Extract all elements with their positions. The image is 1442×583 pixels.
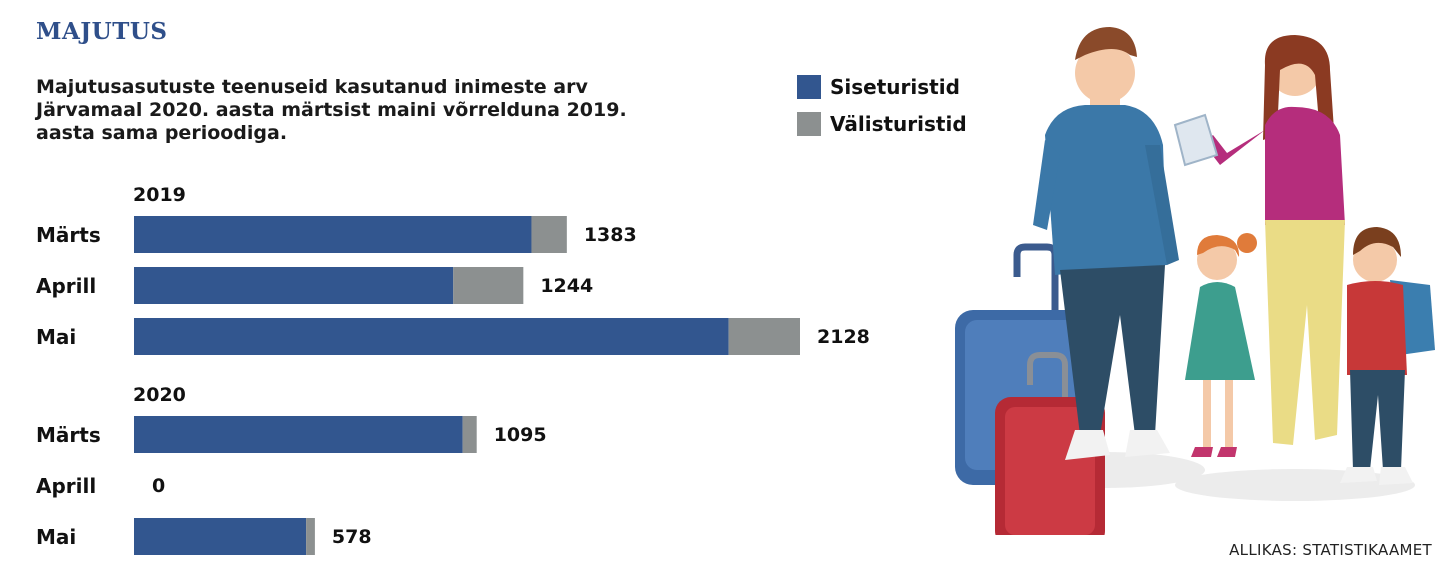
bar-segment-siseturistid [134,318,729,355]
legend-item-siseturistid: Siseturistid [797,74,967,100]
bar-segment-siseturistid [134,216,532,253]
category-label: Mai [36,325,76,349]
value-label: 1095 [494,424,547,446]
category-label: Märts [36,423,101,447]
group-label: 2020 [133,384,186,406]
bar-segment-valisturistid [728,318,800,355]
bar-segment-valisturistid [531,216,567,253]
bar-segment-siseturistid [134,518,307,555]
group-label: 2019 [133,184,186,206]
legend: Siseturistid Välisturistid [797,74,967,148]
value-label: 1383 [584,224,637,246]
legend-item-valisturistid: Välisturistid [797,111,967,137]
value-label: 578 [332,526,372,548]
page-title: MAJUTUS [36,18,168,45]
source-note: ALLIKAS: STATISTIKAAMET [1229,541,1432,559]
bar-segment-valisturistid [306,518,315,555]
legend-label: Siseturistid [830,75,960,99]
bar-segment-valisturistid [462,416,477,453]
value-label: 2128 [817,326,870,348]
bar-chart: 2019 Märts 1383 Aprill 1244 Mai 2128 2020 Märts 1… [36,184,870,555]
category-label: Mai [36,525,76,549]
bar-segment-siseturistid [134,416,463,453]
chart-title: Majutusasutuste teenuseid kasutanud inim… [36,76,627,144]
family-travel-illustration-icon [955,27,1435,535]
category-label: Märts [36,223,101,247]
category-label: Aprill [36,274,96,298]
bar-segment-siseturistid [134,267,454,304]
legend-swatch-valisturistid [797,112,821,136]
category-label: Aprill [36,474,96,498]
bar-segment-valisturistid [453,267,524,304]
value-label: 0 [152,475,165,497]
legend-label: Välisturistid [830,112,967,136]
value-label: 1244 [540,275,593,297]
legend-swatch-siseturistid [797,75,821,99]
